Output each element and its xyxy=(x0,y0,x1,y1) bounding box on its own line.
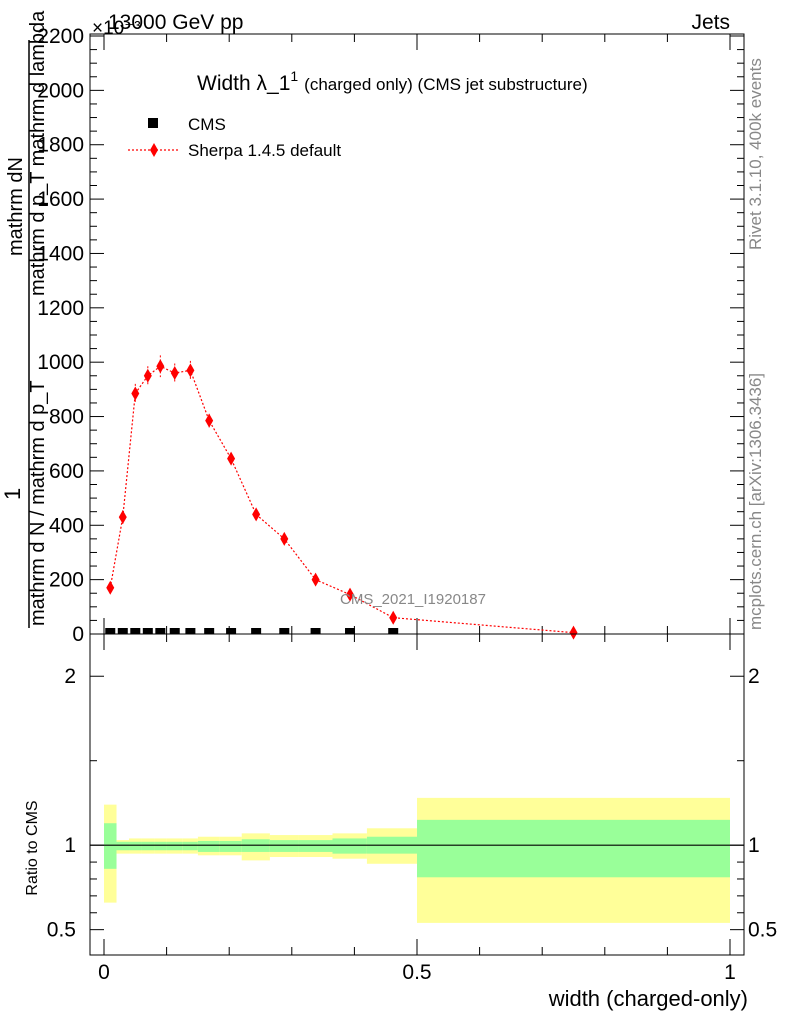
sherpa-point xyxy=(346,587,355,602)
ratio-y-tick-label-right: 1 xyxy=(748,834,760,857)
x-tick-label: 0.5 xyxy=(402,961,431,984)
main-y-tick-label: 400 xyxy=(49,514,84,537)
main-y-tick-label: 1600 xyxy=(37,188,84,211)
ratio-band-inner xyxy=(182,841,198,851)
cms-point xyxy=(117,628,128,634)
main-title-rest: (charged only) (CMS jet substructure) xyxy=(304,75,587,94)
legend-sherpa-marker xyxy=(150,143,158,157)
sherpa-point xyxy=(280,531,289,546)
ratio-band-inner xyxy=(197,840,220,852)
main-title-main: Width λ_1 xyxy=(197,72,290,95)
main-y-tick-label: 2200 xyxy=(37,25,84,48)
cms-point xyxy=(105,628,116,634)
cms-point xyxy=(226,628,237,634)
main-y-tick-label: 1800 xyxy=(37,134,84,157)
ratio-band-inner xyxy=(129,841,142,851)
legend-cms-marker xyxy=(148,118,158,128)
main-y-tick-label: 1000 xyxy=(37,351,84,374)
sherpa-line xyxy=(109,365,574,634)
process-label: Jets xyxy=(691,11,730,34)
ratio-band-inner xyxy=(166,841,183,851)
cms-point xyxy=(130,628,141,634)
sherpa-point xyxy=(227,451,236,466)
main-y-label: mathrm dN mathrm d p_T mathrm d lambda 1… xyxy=(0,10,49,628)
cms-point xyxy=(155,628,166,634)
main-y-tick-label: 0 xyxy=(72,623,84,646)
x-tick-label: 0 xyxy=(98,961,110,984)
ratio-y-tick-label-right: 2 xyxy=(748,665,760,688)
ratio-band-inner xyxy=(141,841,155,851)
ylabel-line-1: mathrm dN xyxy=(5,157,27,256)
sherpa-point xyxy=(170,366,179,381)
main-title: Width λ_11 (charged only) (CMS jet substr… xyxy=(197,68,588,95)
main-y-tick-label: 800 xyxy=(49,406,84,429)
ylabel-line-4: mathrm d N / mathrm d p_T xyxy=(27,380,49,626)
sherpa-point xyxy=(118,510,127,525)
energy-label: 13000 GeV pp xyxy=(108,11,243,34)
sherpa-point xyxy=(156,359,165,374)
analysis-watermark: CMS_2021_I1920187 xyxy=(340,591,486,608)
sherpa-point xyxy=(186,363,195,378)
ratio-band-inner xyxy=(104,823,117,869)
sherpa-point xyxy=(205,413,214,428)
cms-point xyxy=(251,628,262,634)
legend-sherpa-label: Sherpa 1.4.5 default xyxy=(188,141,341,160)
x-axis-label: width (charged-only) xyxy=(548,986,748,1011)
sherpa-point xyxy=(389,610,398,625)
cms-point xyxy=(279,628,290,634)
rivet-label: Rivet 3.1.10, 400k events xyxy=(746,58,765,250)
ylabel-line-2: mathrm d p_T mathrm d lambda xyxy=(27,10,49,296)
ratio-y-label: Ratio to CMS xyxy=(24,800,41,895)
ratio-y-tick-label-right: 0.5 xyxy=(748,919,777,942)
sherpa-point xyxy=(106,580,115,595)
main-y-tick-label: 1400 xyxy=(37,242,84,265)
legend-cms-label: CMS xyxy=(188,115,226,134)
ratio-band-inner xyxy=(332,838,367,854)
cms-point xyxy=(345,628,356,634)
cms-point xyxy=(204,628,215,634)
sherpa-point xyxy=(311,572,320,587)
sherpa-point xyxy=(569,625,578,640)
ylabel-line-3: 1 xyxy=(0,488,25,500)
main-y-tick-label: 1200 xyxy=(37,297,84,320)
cms-point xyxy=(310,628,321,634)
cms-point xyxy=(142,628,153,634)
ratio-y-tick-label-left: 1 xyxy=(64,834,76,857)
ratio-band-inner xyxy=(269,840,299,852)
svg-text:Width λ_11(charged only) (CMS: Width λ_11 (charged only) (CMS jet substr… xyxy=(197,68,588,95)
cms-point xyxy=(169,628,180,634)
main-y-tick-label: 600 xyxy=(49,460,84,483)
main-title-sup: 1 xyxy=(290,68,298,84)
main-y-tick-label: 2000 xyxy=(37,79,84,102)
main-y-tick-label: 200 xyxy=(49,569,84,592)
main-panel: 0 200 400 600 800 1000 1200 1400 1600 1800 2000 220… xyxy=(37,25,745,646)
ratio-band-inner xyxy=(116,841,130,851)
mcplots-label: mcplots.cern.ch [arXiv:1306.3436] xyxy=(746,373,765,630)
sherpa-point xyxy=(143,368,152,383)
ratio-band-inner xyxy=(417,819,730,878)
legend: CMS Sherpa 1.4.5 default xyxy=(128,115,341,160)
ratio-panel: 0 0.5 1 0.5 0.5 1 1 2 2 xyxy=(47,633,777,984)
cms-point xyxy=(388,628,399,634)
sherpa-point xyxy=(131,386,140,401)
ratio-y-tick-label-left: 2 xyxy=(64,665,76,688)
ratio-y-tick-label-left: 0.5 xyxy=(47,919,76,942)
cms-point xyxy=(185,628,196,634)
ratio-band-inner xyxy=(219,840,242,852)
ratio-band-inner xyxy=(154,841,167,851)
sherpa-point xyxy=(252,507,261,522)
x-tick-label: 1 xyxy=(724,961,736,984)
ratio-band-inner xyxy=(298,840,333,852)
